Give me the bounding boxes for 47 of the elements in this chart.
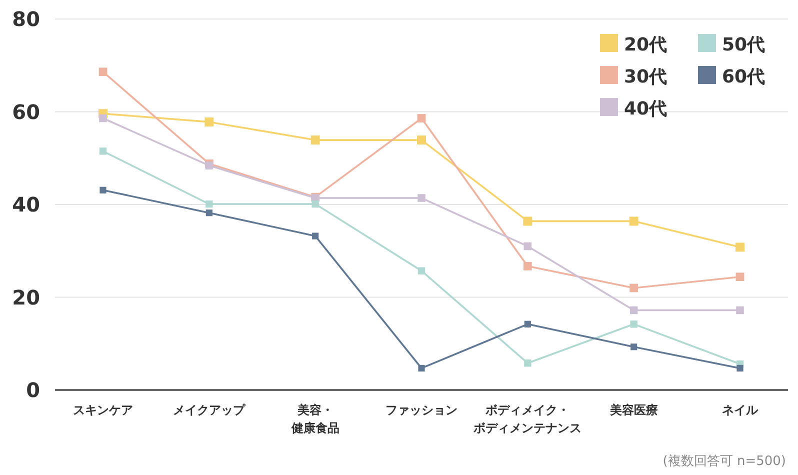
legend-label: 50代 [722, 34, 766, 56]
legend-label: 60代 [722, 66, 766, 88]
point [418, 364, 425, 372]
point [417, 136, 426, 145]
point [524, 360, 532, 367]
x-tick-label: メイクアップ [173, 403, 246, 417]
point [99, 148, 107, 155]
x-tick-label: 美容医療 [608, 403, 658, 417]
point [99, 114, 107, 122]
point [630, 306, 638, 314]
point [523, 262, 532, 270]
point [524, 320, 531, 328]
legend-label: 20代 [624, 34, 668, 56]
point [629, 216, 638, 226]
point [312, 200, 319, 208]
point [418, 267, 426, 274]
point [98, 68, 108, 76]
y-tick-label: 20 [12, 285, 40, 310]
point [736, 306, 744, 314]
y-tick-label: 40 [12, 192, 40, 216]
point [524, 242, 532, 250]
point [310, 136, 320, 145]
x-tick-label: スキンケア [73, 403, 133, 417]
point [206, 200, 213, 208]
point [206, 210, 212, 216]
x-tick-label: ファッション [386, 403, 458, 417]
x-tick-label: 美容・健康食品 [290, 403, 340, 435]
point [736, 364, 744, 372]
point [736, 272, 744, 282]
y-tick-label: 80 [12, 7, 40, 31]
text: (複数回答可 n=500) [662, 454, 786, 469]
point [312, 232, 319, 240]
point [630, 344, 638, 350]
point [418, 194, 426, 202]
x-tick-label: ネイル [722, 403, 759, 417]
legend-label: 40代 [624, 98, 668, 120]
legend-label: 30代 [624, 66, 668, 88]
point [736, 242, 744, 252]
x-tick-label: ボディメイク・ボディメンテナンス [472, 403, 582, 435]
point [630, 284, 638, 292]
point [100, 186, 106, 194]
point [523, 216, 532, 226]
y-tick-label: 60 [12, 100, 40, 124]
y-tick-label: 0 [26, 378, 40, 402]
point [630, 320, 638, 328]
point [417, 114, 426, 122]
point [204, 117, 214, 126]
